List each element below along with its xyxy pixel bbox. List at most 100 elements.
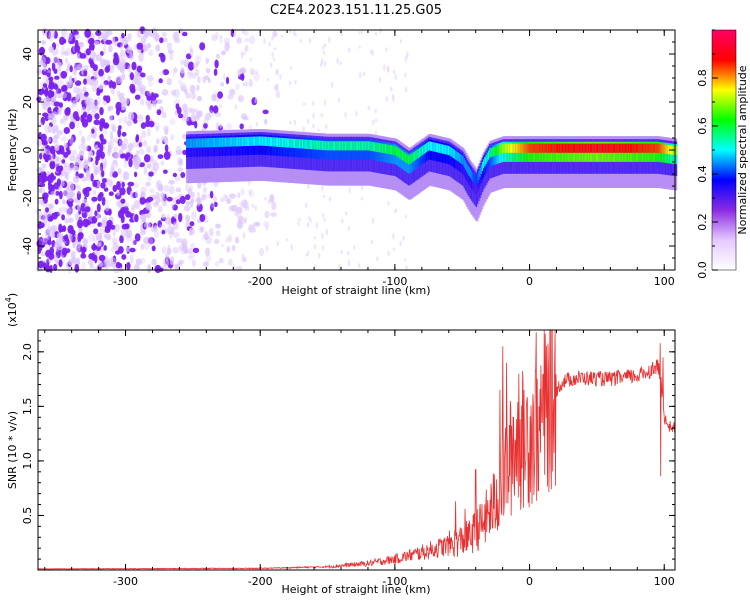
spectrogram-noise-blob <box>88 38 95 45</box>
spectrogram-noise-blob <box>89 263 94 269</box>
spectrogram-noise-blob <box>95 30 102 36</box>
spectrogram-noise-blob <box>229 88 236 96</box>
spectrogram-noise-blob <box>242 116 249 121</box>
spectrogram-noise-blob <box>58 223 63 233</box>
spectrogram-noise-blob <box>101 170 105 178</box>
spectrogram-noise-blob <box>237 192 241 199</box>
spectrogram-noise-blob <box>124 54 130 60</box>
spectrogram-noise-blob <box>340 249 343 255</box>
snr-y-scale: (x104) <box>4 293 19 327</box>
spectrogram-noise-blob <box>98 68 104 77</box>
spectrogram-noise-blob <box>41 40 47 45</box>
spectrogram-noise-blob <box>74 39 79 50</box>
spectrogram-noise-blob <box>124 223 130 230</box>
spectrogram-noise-blob <box>195 112 201 118</box>
spectrogram-noise-blob <box>307 183 310 189</box>
spectrogram-noise-blob <box>63 142 68 149</box>
spectrogram-noise-blob <box>78 150 85 159</box>
spectrogram-noise-blob <box>358 45 361 49</box>
spectrogram-noise-blob <box>78 143 85 151</box>
spectrogram-noise-blob <box>71 100 78 107</box>
spectrogram-noise-blob <box>169 256 175 266</box>
spectrogram-noise-blob <box>49 160 56 169</box>
spectrogram-noise-blob <box>64 57 69 64</box>
spectrogram-noise-blob <box>168 179 175 185</box>
spectrogram-noise-blob <box>118 125 122 130</box>
spectrogram-ridge-cell <box>387 144 390 154</box>
spectrogram-noise-blob <box>183 59 190 68</box>
snr-background <box>38 330 675 570</box>
spectrogram-noise-blob <box>122 39 129 46</box>
spectrogram-noise-blob <box>211 34 218 42</box>
spectrogram-noise-blob <box>94 144 99 151</box>
spectrogram-noise-blob <box>140 243 145 251</box>
spectrogram-noise-blob <box>61 159 66 164</box>
spectrogram-noise-blob <box>125 155 129 161</box>
spectrogram-noise-blob <box>323 194 326 198</box>
spectrogram-scatter <box>34 26 409 274</box>
spectrogram-x-tick-label: -300 <box>113 275 138 288</box>
spectrogram-noise-blob <box>54 198 59 205</box>
spectrogram-noise-blob <box>140 190 145 198</box>
spectrogram-noise-blob <box>306 221 310 228</box>
spectrogram-noise-blob <box>40 133 47 142</box>
spectrogram-noise-blob <box>68 36 74 45</box>
spectrogram-noise-blob <box>164 126 169 136</box>
spectrogram-noise-blob <box>404 86 408 93</box>
spectrogram-noise-blob <box>190 211 197 221</box>
spectrogram-noise-blob <box>89 79 95 86</box>
spectrogram-noise-blob <box>57 93 62 99</box>
spectrogram-noise-blob <box>155 196 161 204</box>
spectrogram-noise-blob <box>118 117 123 124</box>
spectrogram-noise-blob <box>53 78 59 86</box>
spectrogram-noise-blob <box>42 63 47 72</box>
spectrogram-noise-blob <box>161 246 167 255</box>
spectrogram-noise-blob <box>313 244 317 250</box>
spectrogram-noise-blob <box>68 79 74 88</box>
spectrogram-noise-blob <box>180 73 186 80</box>
spectrogram-noise-blob <box>196 197 202 206</box>
spectrogram-noise-blob <box>170 134 175 141</box>
spectrogram-y-label: Frequency (Hz) <box>6 109 19 192</box>
spectrogram-noise-blob <box>67 139 73 146</box>
spectrogram-noise-blob <box>121 72 126 81</box>
spectrogram-noise-blob <box>47 89 53 99</box>
spectrogram-noise-blob <box>47 239 52 246</box>
spectrogram-noise-blob <box>227 258 233 266</box>
spectrogram-noise-blob <box>96 242 102 247</box>
spectrogram-noise-blob <box>205 57 209 64</box>
spectrogram-noise-blob <box>227 94 234 100</box>
spectrogram-y-tick-label: 40 <box>21 47 34 61</box>
spectrogram-noise-blob <box>224 195 227 199</box>
colorbar-tick-label: 0.8 <box>696 69 709 87</box>
spectrogram-noise-blob <box>190 242 195 250</box>
spectrogram-noise-blob <box>171 68 176 77</box>
spectrogram-noise-blob <box>46 72 51 78</box>
spectrogram-noise-blob <box>65 107 71 114</box>
spectrogram-noise-blob <box>99 123 103 132</box>
spectrogram-noise-blob <box>143 28 150 38</box>
spectrogram-noise-blob <box>113 146 118 153</box>
spectrogram-noise-blob <box>72 165 80 172</box>
spectrogram-noise-blob <box>158 223 166 231</box>
spectrogram-noise-blob <box>78 41 85 47</box>
spectrogram-noise-blob <box>275 90 280 99</box>
spectrogram-noise-blob <box>331 81 334 89</box>
spectrogram-noise-blob <box>201 194 207 201</box>
spectrogram-noise-blob <box>166 214 170 222</box>
spectrogram-noise-blob <box>196 95 202 102</box>
spectrogram-noise-blob <box>53 84 59 90</box>
spectrogram-noise-blob <box>194 120 198 129</box>
spectrogram-noise-blob <box>138 148 145 155</box>
spectrogram-noise-blob <box>111 125 116 133</box>
spectrogram-noise-blob <box>142 140 148 147</box>
spectrogram-noise-blob <box>112 56 120 66</box>
spectrogram-noise-blob <box>208 227 214 237</box>
spectrogram-noise-blob <box>392 233 395 240</box>
spectrogram-noise-blob <box>93 249 99 256</box>
spectrogram-noise-blob <box>122 171 127 181</box>
spectrogram-noise-blob <box>312 101 315 106</box>
spectrogram-noise-blob <box>169 118 176 126</box>
spectrogram-noise-blob <box>270 212 277 217</box>
spectrogram-noise-blob <box>131 238 136 246</box>
